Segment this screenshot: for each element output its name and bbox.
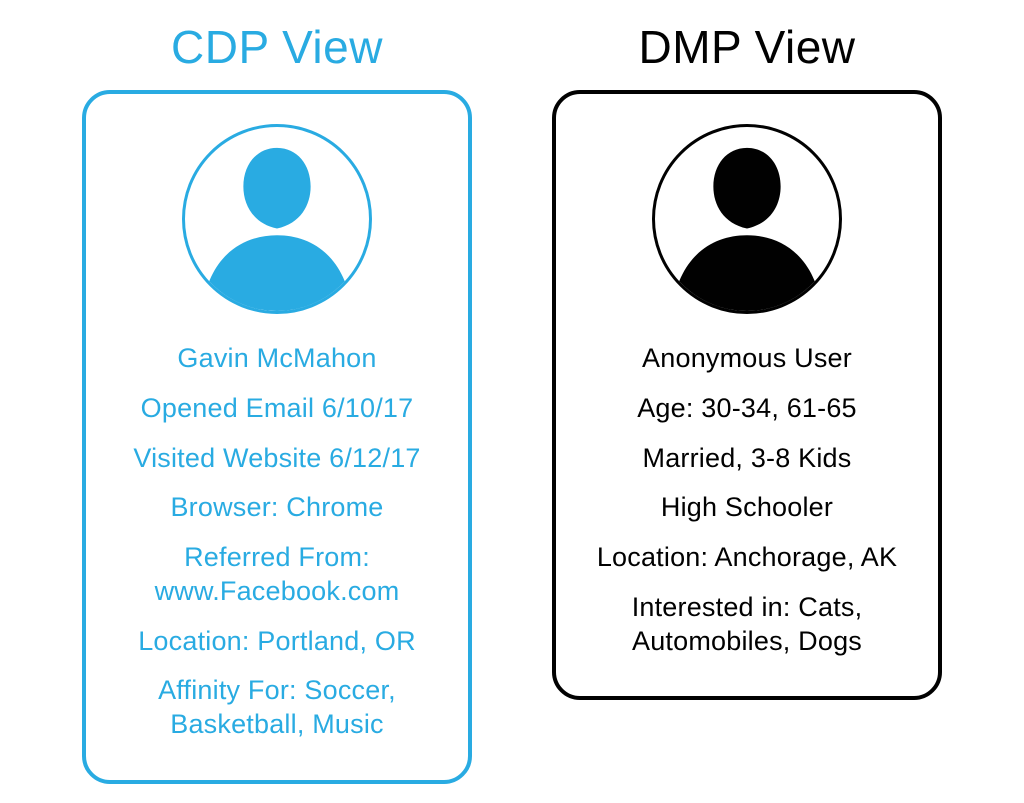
dmp-card: Anonymous User Age: 30-34, 61-65 Married…: [552, 90, 942, 700]
person-icon: [662, 131, 832, 314]
cdp-line: Affinity For: Soccer, Basketball, Music: [108, 674, 446, 742]
cdp-panel: CDP View Gavin McMahon Opened Email 6/10…: [82, 20, 472, 784]
dmp-avatar: [652, 124, 842, 314]
dmp-line: Location: Anchorage, AK: [597, 541, 897, 575]
dmp-line: Interested in: Cats, Automobiles, Dogs: [578, 591, 916, 659]
cdp-lines: Gavin McMahon Opened Email 6/10/17 Visit…: [108, 342, 446, 742]
cdp-card: Gavin McMahon Opened Email 6/10/17 Visit…: [82, 90, 472, 784]
dmp-line: Age: 30-34, 61-65: [637, 392, 857, 426]
cdp-line: Visited Website 6/12/17: [133, 442, 420, 476]
dmp-title: DMP View: [638, 20, 855, 74]
dmp-line: High Schooler: [661, 491, 833, 525]
cdp-title: CDP View: [171, 20, 383, 74]
cdp-line: Referred From: www.Facebook.com: [108, 541, 446, 609]
cdp-line: Opened Email 6/10/17: [141, 392, 414, 426]
person-icon: [192, 131, 362, 314]
cdp-avatar: [182, 124, 372, 314]
cdp-line: Browser: Chrome: [170, 491, 383, 525]
dmp-line: Anonymous User: [642, 342, 852, 376]
dmp-lines: Anonymous User Age: 30-34, 61-65 Married…: [578, 342, 916, 658]
cdp-line: Gavin McMahon: [177, 342, 376, 376]
dmp-panel: DMP View Anonymous User Age: 30-34, 61-6…: [552, 20, 942, 700]
cdp-line: Location: Portland, OR: [138, 625, 416, 659]
dmp-line: Married, 3-8 Kids: [643, 442, 852, 476]
